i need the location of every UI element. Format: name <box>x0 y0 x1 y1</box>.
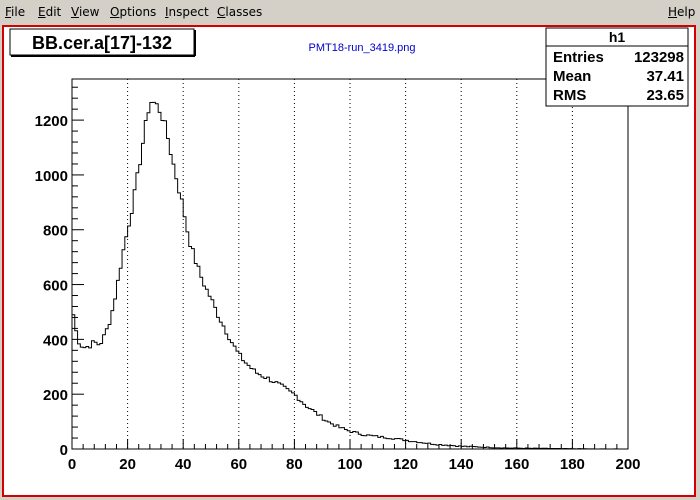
menu-classes[interactable]: Classes <box>217 5 263 19</box>
y-tick-label: 200 <box>43 387 68 404</box>
menu-file[interactable]: File <box>5 5 26 19</box>
y-tick-label: 600 <box>43 278 68 295</box>
stats-entries-value: 123298 <box>634 49 684 66</box>
x-tick-label: 180 <box>560 456 585 473</box>
x-tick-label: 200 <box>615 456 640 473</box>
stats-rms-value: 23.65 <box>646 87 684 104</box>
y-tick-label: 800 <box>43 223 68 240</box>
histogram-title: BB.cer.a[17]-132 <box>32 33 172 53</box>
y-tick-label: 1000 <box>35 168 68 185</box>
stats-mean-label: Mean <box>553 68 591 85</box>
menu-options[interactable]: Options <box>110 5 157 19</box>
stats-name: h1 <box>609 29 626 45</box>
stats-rms-label: RMS <box>553 87 586 104</box>
menu-inspect[interactable]: Inspect <box>165 5 209 19</box>
x-tick-label: 20 <box>119 456 136 473</box>
title-box[interactable] <box>9 28 195 56</box>
stats-box[interactable]: h1 Entries 123298 Mean 37.41 RMS 23.65 <box>545 27 689 107</box>
y-tick-label: 0 <box>60 442 68 459</box>
grid-lines <box>127 79 573 449</box>
x-tick-label: 0 <box>68 456 76 473</box>
menu-help[interactable]: Help <box>668 5 696 19</box>
x-tick-label: 140 <box>449 456 474 473</box>
stats-entries-label: Entries <box>553 49 604 66</box>
root-canvas[interactable]: 0 20 40 60 80 100 120 140 160 180 200 0 200 400 600 80… <box>2 25 696 497</box>
histogram-line <box>71 101 628 450</box>
x-tick-label: 40 <box>175 456 192 473</box>
y-axis: 0 200 400 600 800 1000 1200 <box>35 86 84 459</box>
histogram-plot[interactable]: 0 20 40 60 80 100 120 140 160 180 200 0 200 400 600 80… <box>4 27 694 495</box>
menu-edit[interactable]: Edit <box>38 5 62 19</box>
menu-bar: File Edit View Options Inspect Classes H… <box>0 0 700 24</box>
x-tick-label: 120 <box>393 456 418 473</box>
x-tick-label: 160 <box>504 456 529 473</box>
y-tick-label: 1200 <box>35 113 68 130</box>
x-tick-label: 80 <box>286 456 303 473</box>
x-axis: 0 20 40 60 80 100 120 140 160 180 200 <box>68 439 641 473</box>
x-tick-label: 100 <box>337 456 362 473</box>
y-tick-label: 400 <box>43 332 68 349</box>
image-name-label: PMT18-run_3419.png <box>308 42 415 54</box>
x-tick-label: 60 <box>230 456 247 473</box>
menu-view[interactable]: View <box>71 5 100 19</box>
stats-mean-value: 37.41 <box>646 68 684 85</box>
